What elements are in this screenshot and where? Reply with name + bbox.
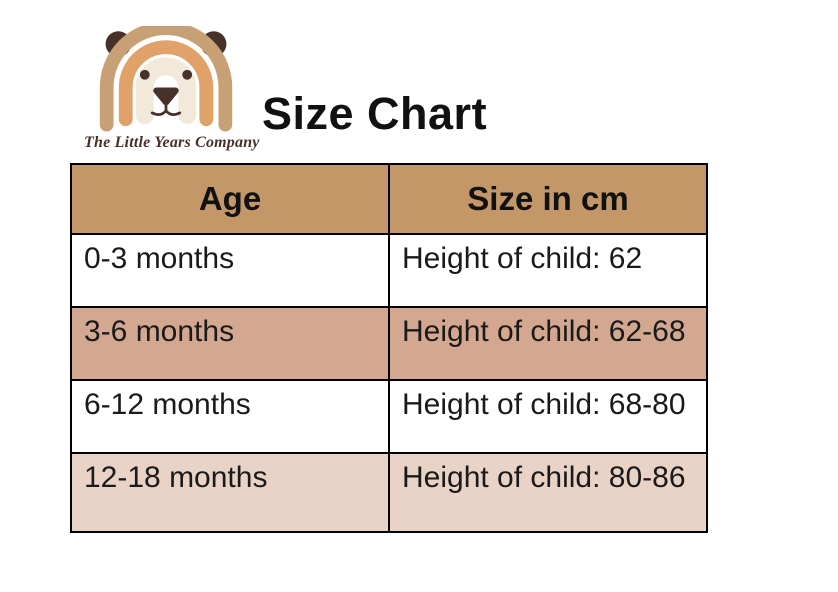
page-title: Size Chart bbox=[262, 88, 488, 139]
size-value: Height of child: 80-86 bbox=[402, 461, 686, 494]
table-row: 0-3 months Height of child: 62 bbox=[70, 233, 708, 308]
size-value: Height of child: 62 bbox=[402, 242, 643, 275]
table-header-row: Age Size in cm bbox=[70, 163, 708, 235]
bear-rainbow-logo-icon bbox=[99, 26, 233, 132]
size-cell: Height of child: 62-68 bbox=[388, 306, 708, 381]
table-row: 12-18 months Height of child: 80-86 bbox=[70, 452, 708, 533]
size-value: Height of child: 62-68 bbox=[402, 315, 686, 348]
brand-name-text: The Little Years Company bbox=[84, 134, 260, 151]
size-cell: Height of child: 68-80 bbox=[388, 379, 708, 454]
age-column-header: Age bbox=[70, 163, 390, 235]
size-cell: Height of child: 80-86 bbox=[388, 452, 708, 533]
size-chart-table: Age Size in cm 0-3 months Height of chil… bbox=[70, 163, 708, 533]
table-row: 6-12 months Height of child: 68-80 bbox=[70, 379, 708, 454]
age-cell: 3-6 months bbox=[70, 306, 390, 381]
age-cell: 0-3 months bbox=[70, 233, 390, 308]
table-row: 3-6 months Height of child: 62-68 bbox=[70, 306, 708, 381]
brand-logo: The Little Years Company bbox=[84, 26, 260, 152]
size-value: Height of child: 68-80 bbox=[402, 388, 686, 421]
size-column-header: Size in cm bbox=[388, 163, 708, 235]
age-cell: 12-18 months bbox=[70, 452, 390, 533]
size-cell: Height of child: 62 bbox=[388, 233, 708, 308]
age-cell: 6-12 months bbox=[70, 379, 390, 454]
